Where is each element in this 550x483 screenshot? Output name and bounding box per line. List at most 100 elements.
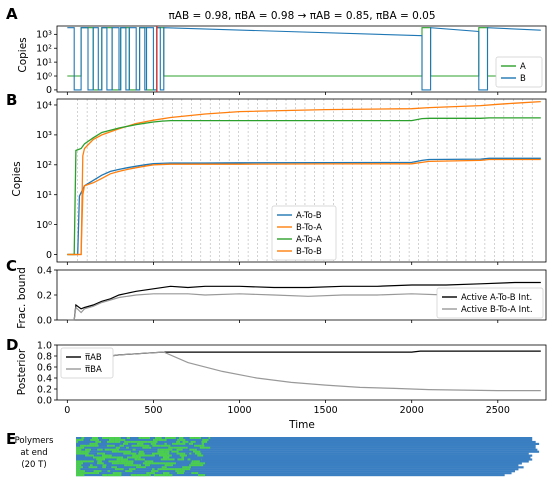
- panel-e-cell: [205, 446, 211, 449]
- panel-e-cell: [192, 450, 201, 453]
- panel-b-series-a-to-a: [67, 117, 541, 256]
- panel-e-cell: [120, 460, 129, 463]
- panel-e-cell: [189, 448, 192, 451]
- panel-e-cell: [175, 470, 180, 473]
- panel-e-cell: [76, 446, 80, 449]
- panel-e-cell: [84, 450, 88, 453]
- panel-e-cell: [114, 468, 124, 471]
- panel-e-cell: [179, 454, 187, 457]
- panel-e-cell: [94, 444, 99, 447]
- panel-e-cell: [183, 452, 186, 455]
- panel-e-cell: [178, 442, 186, 445]
- panel-e-cell: [108, 437, 115, 440]
- panel-e-cell: [152, 452, 159, 455]
- panel-e-cell: [111, 466, 117, 469]
- panel-e-cell: [168, 474, 173, 477]
- panel-e-cell: [164, 464, 173, 467]
- panel-e-row-17: [76, 470, 516, 473]
- panel-letter-e: E: [6, 430, 16, 448]
- panel-e-cell: [181, 468, 191, 471]
- panel-e-cell: [125, 446, 129, 449]
- panel-b-ytick-label-0: 10⁴: [36, 100, 52, 111]
- panel-b-legend-label-3: B-To-B: [296, 247, 322, 257]
- panel-e-cell: [177, 458, 185, 461]
- panel-e-cell: [80, 444, 87, 447]
- panel-e-cell: [116, 456, 121, 459]
- panel-e-cell: [140, 474, 149, 477]
- panel-c-series-0: [67, 281, 541, 321]
- panel-e-cell: [95, 440, 99, 444]
- panel-d-ytick-label-1: 0.8: [37, 351, 52, 362]
- panel-e-row-5: [76, 446, 536, 449]
- panel-e-cell: [76, 472, 79, 475]
- panel-e-cell: [201, 444, 205, 447]
- panel-c-ytick-label-0: 0.4: [37, 265, 52, 276]
- panel-e-cell: [117, 450, 125, 453]
- panel-e-cell: [82, 460, 88, 463]
- panel-e-cell: [76, 452, 85, 455]
- x-tick-label-3: 1500: [314, 405, 338, 416]
- panel-d-ytick-label-5: 0.0: [37, 395, 52, 406]
- panel-e-cell: [189, 464, 198, 467]
- panel-e-cell: [163, 438, 167, 442]
- panel-e-cell: [135, 454, 143, 457]
- panel-e-cell: [96, 462, 104, 465]
- panel-e-cell: [142, 462, 152, 465]
- panel-e-cell: [188, 442, 194, 445]
- panel-e-cell: [120, 458, 128, 461]
- panel-e-cell: [112, 472, 122, 475]
- panel-b-series-b-to-b: [67, 158, 541, 256]
- panel-e-cell: [146, 472, 150, 475]
- panel-e-cell: [76, 440, 79, 444]
- panel-e-cell: [95, 472, 100, 475]
- panel-e-cell: [106, 444, 110, 447]
- panel-e-cell: [177, 438, 180, 442]
- panel-b-series-b-to-a: [67, 100, 541, 256]
- panel-e-cell: [168, 446, 174, 449]
- panel-e-cell: [85, 454, 94, 457]
- panel-e-cell: [142, 446, 149, 449]
- panel-a-ytick-label-1: 10²: [36, 44, 52, 55]
- panel-e-cell: [201, 440, 208, 444]
- panel-e-cell: [107, 456, 112, 459]
- panel-e-cell: [147, 460, 154, 463]
- panel-e-cell: [172, 442, 179, 445]
- panel-e-cell: [79, 466, 83, 469]
- panel-e-cell: [90, 438, 99, 442]
- panel-e-cell: [80, 462, 84, 465]
- panel-e-cell: [85, 448, 92, 451]
- panel-e-cell: [81, 450, 85, 453]
- panel-e-cell: [119, 462, 126, 465]
- panel-e-cell: [88, 466, 98, 469]
- panel-e-cell: [115, 446, 121, 449]
- panel-c-legend: [436, 287, 544, 319]
- panel-e-cell: [114, 437, 121, 440]
- panel-e-cell: [102, 437, 109, 440]
- panel-e-cell: [76, 464, 82, 467]
- x-axis-label: Time: [288, 419, 315, 431]
- panel-e-cell: [164, 450, 170, 453]
- panel-e-cell: [187, 466, 191, 469]
- x-tick-label-5: 2500: [486, 405, 510, 416]
- panel-e-cell: [132, 464, 139, 467]
- panel-e-cell: [140, 440, 148, 444]
- panel-e-cell: [182, 466, 188, 469]
- panel-e-cell: [76, 438, 82, 442]
- panel-b-ytick-label-1: 10³: [36, 130, 52, 141]
- panel-e-cell: [191, 448, 195, 451]
- panel-e-cell: [150, 454, 155, 457]
- panel-e-cell: [123, 442, 129, 445]
- panel-b-ytick-label-5: 0: [46, 250, 52, 261]
- panel-e-cell: [152, 440, 158, 444]
- panel-a-ytick-label-4: 0: [46, 85, 52, 96]
- panel-e-cell: [86, 444, 95, 447]
- panel-e-cell: [78, 472, 87, 475]
- panel-e-cell: [151, 470, 159, 473]
- panel-d-ytick-label-2: 0.6: [37, 362, 52, 373]
- panel-e-cell: [130, 452, 137, 455]
- panel-e-cell: [81, 438, 84, 442]
- panel-e-cell: [193, 460, 200, 463]
- panel-e-cell: [130, 474, 137, 477]
- panel-e-cell: [150, 442, 157, 445]
